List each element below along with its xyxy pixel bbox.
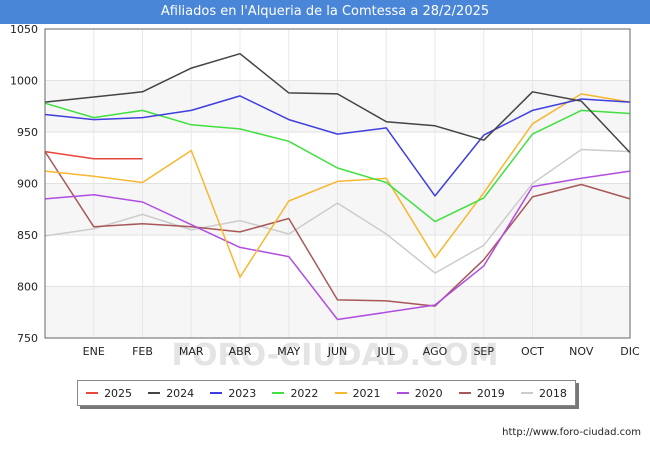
legend-item-2018: 2018 bbox=[520, 386, 567, 400]
legend-label: 2020 bbox=[414, 386, 443, 400]
legend-label: 2018 bbox=[538, 386, 567, 400]
chart-title: Afiliados en l'Alqueria de la Comtessa a… bbox=[0, 0, 650, 24]
legend-label: 2023 bbox=[228, 386, 257, 400]
series-lines bbox=[44, 52, 631, 321]
series-line-2018 bbox=[44, 148, 631, 274]
x-tick-label: JUL bbox=[377, 345, 396, 358]
plot-frame bbox=[44, 28, 631, 339]
y-tick-label: 750 bbox=[17, 332, 38, 345]
legend-swatch bbox=[396, 392, 409, 394]
series-line-2022 bbox=[44, 102, 631, 223]
legend-swatch bbox=[334, 392, 347, 394]
series-line-2019 bbox=[44, 151, 631, 307]
y-tick-label: 950 bbox=[17, 126, 38, 139]
legend-swatch bbox=[86, 392, 99, 394]
x-tick-label: JUN bbox=[327, 345, 348, 358]
legend-swatch bbox=[210, 392, 223, 394]
grid-lines bbox=[45, 28, 631, 339]
legend-label: 2022 bbox=[290, 386, 319, 400]
series-line-2025 bbox=[44, 150, 143, 160]
legend-item-2020: 2020 bbox=[396, 386, 443, 400]
legend: 2025 2024 2023 2022 2021 2020 2019 2018 bbox=[77, 380, 576, 406]
x-tick-label: FEB bbox=[132, 345, 153, 358]
series-line-2024 bbox=[44, 52, 631, 154]
series-line-2023 bbox=[44, 95, 631, 197]
x-axis-ticks: ENE FEB MAR ABR MAY JUN JUL AGO SEP OCT NOV DIC bbox=[83, 345, 640, 358]
legend-swatch bbox=[520, 392, 533, 394]
legend-item-2019: 2019 bbox=[458, 386, 505, 400]
legend-label: 2021 bbox=[352, 386, 381, 400]
source-url[interactable]: http://www.foro-ciudad.com bbox=[502, 427, 641, 438]
legend-label: 2024 bbox=[166, 386, 195, 400]
legend-label: 2019 bbox=[476, 386, 505, 400]
series-line-2020 bbox=[44, 170, 631, 321]
y-tick-label: 850 bbox=[17, 229, 38, 242]
x-tick-label: DIC bbox=[620, 345, 640, 358]
x-tick-label: ABR bbox=[229, 345, 252, 358]
legend-swatch bbox=[458, 392, 471, 394]
x-tick-label: SEP bbox=[473, 345, 494, 358]
watermark: FORO-CIUDAD.COM bbox=[172, 338, 499, 373]
series-line-2021 bbox=[44, 93, 631, 278]
legend-item-2022: 2022 bbox=[272, 387, 318, 400]
x-tick-label: OCT bbox=[521, 345, 544, 358]
x-tick-label: MAY bbox=[277, 345, 300, 358]
legend-swatch bbox=[148, 392, 161, 394]
legend-label: 2025 bbox=[104, 386, 133, 400]
legend-item-2023: 2023 bbox=[210, 387, 256, 400]
y-tick-label: 900 bbox=[17, 178, 38, 191]
y-tick-label: 1050 bbox=[10, 23, 38, 36]
x-tick-label: ENE bbox=[83, 345, 105, 358]
x-tick-label: AGO bbox=[423, 345, 448, 358]
x-tick-label: MAR bbox=[179, 345, 204, 358]
legend-item-2024: 2024 bbox=[148, 387, 194, 400]
y-tick-label: 800 bbox=[17, 281, 38, 294]
y-axis-ticks: 750 800 850 900 950 1000 1050 bbox=[10, 23, 38, 345]
x-tick-label: NOV bbox=[569, 345, 594, 358]
legend-swatch bbox=[272, 392, 285, 394]
y-tick-label: 1000 bbox=[10, 75, 38, 88]
legend-item-2025: 2025 bbox=[86, 387, 132, 400]
legend-item-2021: 2021 bbox=[334, 386, 381, 400]
